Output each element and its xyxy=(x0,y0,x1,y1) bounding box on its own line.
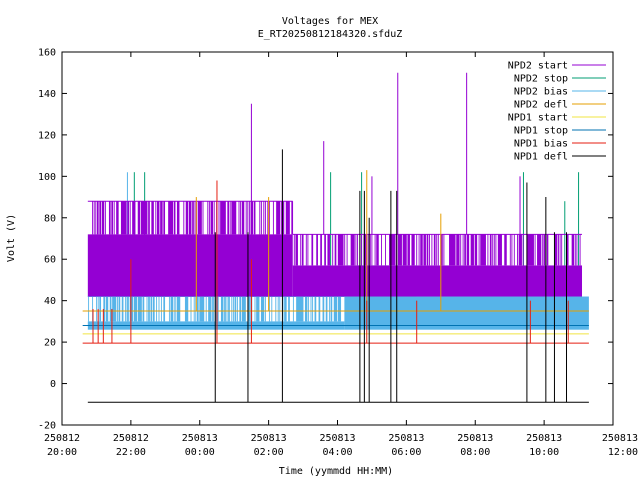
npd2-start-ticks-2 xyxy=(554,234,581,266)
npd2-start-band-1 xyxy=(292,265,555,297)
legend-label-npd2-bias: NPD2 bias xyxy=(514,87,568,98)
x-tick-date: 250813 xyxy=(388,433,424,444)
x-tick-date: 250813 xyxy=(602,433,638,444)
series-npd1-bias xyxy=(82,180,589,344)
y-tick-label: 80 xyxy=(44,213,56,224)
x-axis-label: Time (yymmdd HH:MM) xyxy=(279,466,393,477)
npd2-start-band-0 xyxy=(87,234,293,297)
legend-label-npd1-defl: NPD1 defl xyxy=(514,152,568,163)
y-tick-label: 160 xyxy=(38,48,56,59)
x-tick-date: 250812 xyxy=(44,433,80,444)
plot-area xyxy=(82,72,589,403)
x-tick-date: 250813 xyxy=(457,433,493,444)
y-tick-label: -20 xyxy=(38,421,56,432)
x-tick-date: 250813 xyxy=(526,433,562,444)
y-axis: -20 0 20 40 60 80 100 120 140 160 xyxy=(38,48,613,432)
legend-label-npd2-defl: NPD2 defl xyxy=(514,100,568,111)
x-tick-date: 250812 xyxy=(113,433,149,444)
x-tick-time: 02:00 xyxy=(254,447,284,458)
x-tick-date: 250813 xyxy=(182,433,218,444)
y-tick-label: 100 xyxy=(38,172,56,183)
x-tick-time: 12:00 xyxy=(608,447,638,458)
y-tick-label: 20 xyxy=(44,338,56,349)
y-tick-label: 140 xyxy=(38,89,56,100)
chart-title: Voltages for MEX xyxy=(282,16,378,27)
npd2-start-ticks-0 xyxy=(92,201,294,235)
x-tick-time: 00:00 xyxy=(185,447,215,458)
y-tick-label: 0 xyxy=(50,379,56,390)
legend-label-npd2-start: NPD2 start xyxy=(508,61,568,72)
chart-subtitle: E_RT20250812184320.sfduZ xyxy=(258,29,403,40)
x-tick-time: 06:00 xyxy=(391,447,421,458)
y-tick-label: 60 xyxy=(44,255,56,266)
x-tick-date: 250813 xyxy=(251,433,287,444)
npd2-start-band-2 xyxy=(554,265,583,297)
legend: NPD2 start NPD2 stop NPD2 bias NPD2 defl NPD… xyxy=(508,61,606,163)
series-npd1-defl xyxy=(87,149,589,403)
legend-label-npd2-stop: NPD2 stop xyxy=(514,74,568,85)
series-npd2-start xyxy=(87,72,583,297)
x-axis: 250812 20:00 250812 22:00 250813 00:00 250813 0… xyxy=(44,52,638,458)
x-tick-time: 08:00 xyxy=(460,447,490,458)
npd2-start-ticks-1 xyxy=(293,234,549,266)
x-tick-time: 10:00 xyxy=(529,447,559,458)
x-tick-time: 20:00 xyxy=(47,447,77,458)
legend-label-npd1-stop: NPD1 stop xyxy=(514,126,568,137)
npd2-bias-band-1 xyxy=(344,296,589,330)
x-tick-time: 22:00 xyxy=(116,447,146,458)
legend-label-npd1-start: NPD1 start xyxy=(508,113,568,124)
legend-label-npd1-bias: NPD1 bias xyxy=(514,139,568,150)
series-npd2-defl xyxy=(82,170,589,312)
npd2-bias-ticks-0 xyxy=(88,296,342,322)
x-tick-time: 04:00 xyxy=(322,447,352,458)
y-tick-label: 120 xyxy=(38,130,56,141)
y-tick-label: 40 xyxy=(44,296,56,307)
x-tick-date: 250813 xyxy=(319,433,355,444)
y-axis-label: Volt (V) xyxy=(6,214,17,262)
